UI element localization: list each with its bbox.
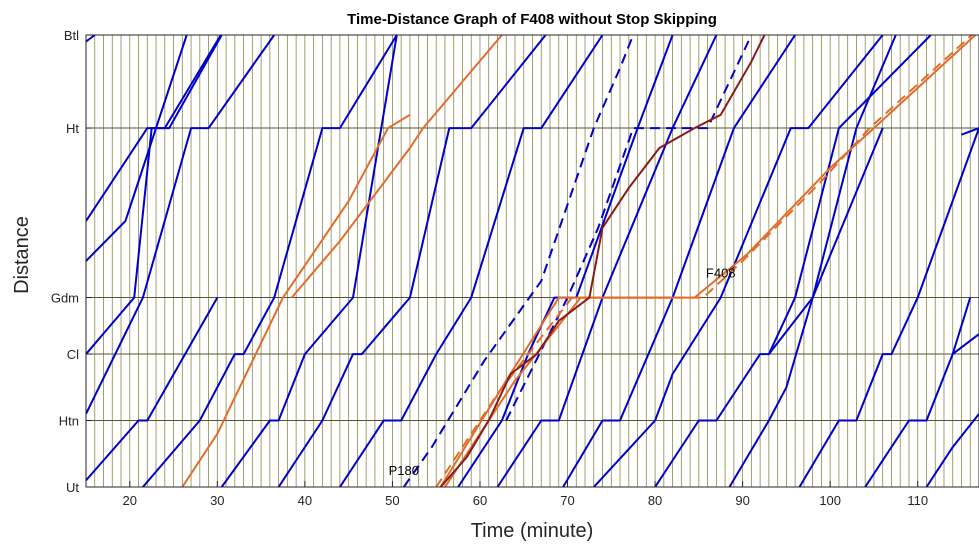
- y-tick-label-ht: Ht: [66, 121, 79, 136]
- y-tick-label-ut: Ut: [66, 480, 79, 495]
- train-path-8: [220, 35, 398, 487]
- train-path-30: [439, 35, 766, 487]
- train-path-dashed-28: [435, 35, 974, 487]
- y-tick-label-cl: Cl: [67, 347, 79, 362]
- train-path-26: [290, 35, 503, 299]
- y-axis-label: Distance: [11, 216, 33, 294]
- train-path-19: [925, 413, 979, 487]
- train-path-20: [952, 333, 979, 355]
- train-path-dashed-24: [505, 35, 753, 421]
- train-path-16: [728, 127, 884, 487]
- train-path-15: [654, 35, 932, 487]
- x-axis-label: Time (minute): [471, 520, 594, 542]
- annotation-f408: F408: [706, 266, 736, 281]
- train-path-1: [86, 297, 219, 482]
- train-path-25: [181, 113, 411, 487]
- train-path-13: [562, 35, 796, 487]
- train-path-22: [768, 35, 897, 355]
- plot-frame: [85, 34, 979, 488]
- train-path-17: [798, 127, 979, 487]
- train-path-21: [961, 127, 979, 136]
- annotation-p180: P180: [389, 463, 419, 478]
- train-path-3: [86, 35, 223, 222]
- train-path-14: [593, 35, 884, 487]
- train-path-9: [277, 35, 547, 487]
- y-tick-label-htn: Htn: [59, 414, 79, 429]
- x-tick-label: 90: [735, 493, 749, 508]
- x-tick-label: 20: [123, 493, 137, 508]
- series-lines: [86, 35, 979, 487]
- x-tick-label: 80: [648, 493, 662, 508]
- chart-title: Time-Distance Graph of F408 without Stop…: [347, 11, 717, 28]
- series-group: [86, 35, 979, 487]
- x-tick-label: 60: [473, 493, 487, 508]
- y-tick-label-gdm: Gdm: [51, 291, 79, 306]
- x-tick-label: 110: [907, 493, 928, 508]
- train-path-12: [496, 35, 718, 487]
- y-tick-label-btl: Btl: [64, 28, 79, 43]
- annotations-group: P180 F408: [389, 266, 736, 478]
- x-tick-label: 100: [819, 493, 841, 508]
- train-path-6: [86, 35, 276, 415]
- train-path-dashed-23: [402, 35, 635, 487]
- train-path-18: [864, 297, 972, 487]
- x-tick-label: 50: [385, 493, 399, 508]
- train-path-29: [439, 296, 673, 487]
- train-path-5: [86, 35, 188, 262]
- x-tick-label: 40: [298, 493, 312, 508]
- train-path-7: [142, 35, 398, 487]
- grid: [85, 34, 979, 488]
- x-tick-label: 30: [210, 493, 224, 508]
- x-ticks: 20 30 40 50 60 70 80 90 100 110: [123, 481, 928, 508]
- train-path-4: [86, 35, 96, 43]
- x-tick-label: 70: [560, 493, 574, 508]
- y-ticks: Ut Htn Cl Gdm Ht Btl: [51, 28, 92, 495]
- train-path-10: [339, 35, 604, 487]
